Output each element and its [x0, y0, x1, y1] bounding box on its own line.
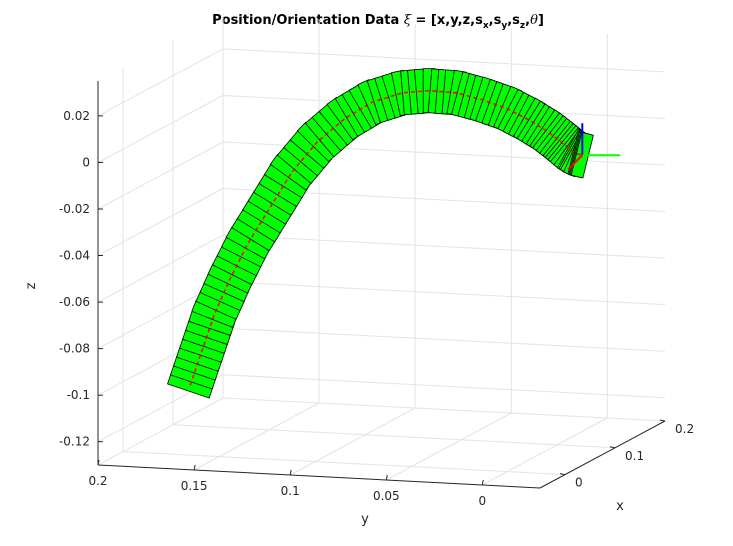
- grid-line-z-back: [97, 188, 224, 256]
- y-tick-mark: [385, 474, 388, 481]
- z-tick-label: -0.06: [59, 295, 90, 309]
- grid-line-z-back: [97, 141, 224, 210]
- grid-line-z-side: [222, 281, 666, 306]
- grid-line-z-back: [97, 95, 224, 163]
- axes: [97, 81, 666, 489]
- z-tick-label: -0.08: [59, 342, 90, 356]
- grid-line-x-floor: [172, 424, 616, 449]
- grid-line-y-floor: [97, 397, 224, 466]
- y-tick-label: 0: [478, 494, 486, 508]
- grid-line-z-side: [222, 48, 666, 73]
- y-axis-line: [97, 464, 541, 489]
- grid-line-z-side: [222, 327, 666, 352]
- x-tick-mark: [659, 419, 666, 422]
- y-tick-label: 0.15: [181, 479, 208, 493]
- x-tick-label: 0.1: [625, 449, 644, 463]
- y-axis-label: y: [361, 512, 369, 527]
- chart-title: Position/Orientation Data ξ = [x,y,z,sx,…: [212, 13, 544, 31]
- y-tick-mark: [481, 479, 484, 486]
- z-tick-label: 0: [82, 156, 90, 170]
- y-tick-mark: [193, 464, 196, 471]
- grid-line-y-floor: [289, 407, 416, 476]
- y-tick-mark: [97, 459, 100, 466]
- grid-line-z-side: [222, 374, 666, 399]
- y-tick-mark: [289, 469, 292, 476]
- y-tick-label: 0.1: [281, 484, 300, 498]
- z-tick-label: 0.02: [63, 109, 90, 123]
- x-tick-label: 0.2: [675, 422, 694, 436]
- grid-line-x-floor: [122, 451, 566, 476]
- x-axis-label: x: [616, 499, 624, 514]
- x-tick-mark: [559, 473, 566, 476]
- grid-line-y-floor: [482, 417, 608, 486]
- y-tick-label: 0.05: [373, 489, 400, 503]
- grid-line-z-side: [222, 234, 666, 259]
- grid-line-z-back: [97, 48, 224, 117]
- x-tick-mark: [609, 446, 616, 449]
- grid-line-y-floor: [386, 412, 512, 481]
- end-frame-axis: [567, 154, 584, 170]
- trajectory-line: [189, 89, 583, 386]
- z-tick-label: -0.04: [59, 249, 90, 263]
- z-axis-label: z: [24, 282, 39, 289]
- tick-labels: 0 0.05 0.1 0.15 0.2 0 0.1 0.2 0.02 0 -0.02 -0.04 -0.…: [59, 109, 694, 508]
- y-tick-label: 0.2: [88, 474, 107, 488]
- z-tick-label: -0.1: [67, 388, 90, 402]
- grid-line-y-floor: [193, 402, 320, 471]
- grid-line-z-back: [97, 234, 224, 303]
- grid-line-x-floor: [222, 397, 666, 422]
- z-tick-label: -0.12: [59, 435, 90, 449]
- data-series: [167, 68, 621, 399]
- z-tick-label: -0.02: [59, 202, 90, 216]
- x-tick-label: 0: [575, 476, 583, 490]
- x-axis-line: [539, 420, 666, 489]
